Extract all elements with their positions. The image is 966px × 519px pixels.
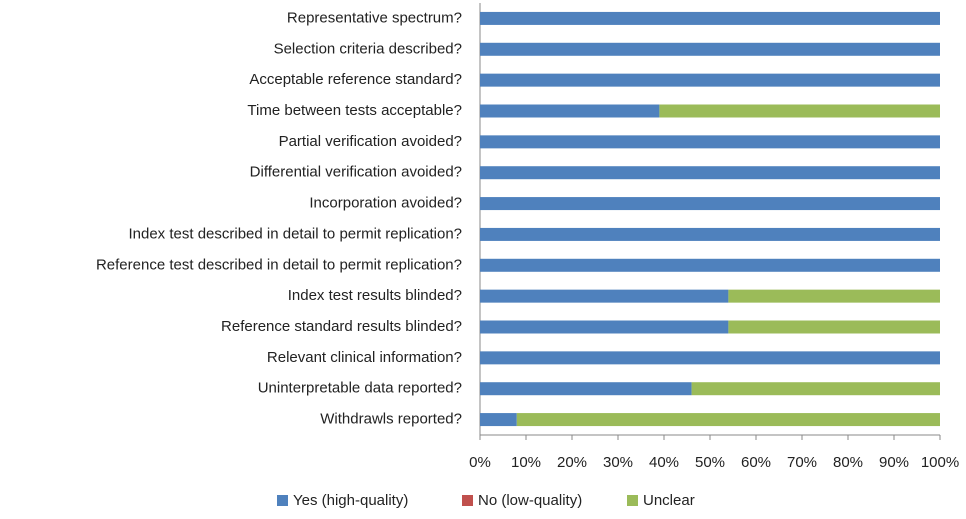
x-tick-label: 20%: [557, 454, 587, 471]
bar-segment: [480, 197, 940, 211]
x-tick-label: 70%: [787, 454, 817, 471]
bar-segment: [480, 351, 940, 365]
bar-segment: [480, 135, 940, 149]
y-tick-label: Partial verification avoided?: [279, 133, 462, 150]
bar-segment: [480, 320, 729, 334]
bar-segment: [480, 11, 940, 25]
y-tick-label: Index test results blinded?: [288, 287, 462, 304]
legend-label: Unclear: [643, 492, 695, 509]
x-tick-label: 50%: [695, 454, 725, 471]
bar-segment: [480, 258, 940, 272]
legend-label: Yes (high-quality): [293, 492, 408, 509]
bar-segment: [480, 166, 940, 180]
y-tick-label: Incorporation avoided?: [309, 195, 462, 212]
y-tick-label: Relevant clinical information?: [267, 349, 462, 366]
bar-segment: [480, 289, 729, 303]
x-tick-label: 90%: [879, 454, 909, 471]
bar-segment: [659, 104, 940, 118]
legend-label: No (low-quality): [478, 492, 582, 509]
legend-swatch: [627, 495, 638, 506]
bar-segment: [691, 382, 940, 396]
x-tick-label: 0%: [469, 454, 491, 471]
y-tick-label: Selection criteria described?: [274, 40, 462, 57]
bar-segment: [480, 413, 517, 427]
bar-segment: [516, 413, 940, 427]
legend-swatch: [277, 495, 288, 506]
x-tick-label: 10%: [511, 454, 541, 471]
y-tick-label: Withdrawls reported?: [320, 411, 462, 428]
x-tick-label: 100%: [921, 454, 959, 471]
bar-segment: [480, 227, 940, 241]
y-tick-label: Differential verification avoided?: [250, 164, 462, 181]
bar-segment: [480, 382, 692, 396]
y-tick-label: Reference standard results blinded?: [221, 318, 462, 335]
bar-segment: [728, 289, 940, 303]
legend-swatch: [462, 495, 473, 506]
x-tick-label: 80%: [833, 454, 863, 471]
y-tick-label: Uninterpretable data reported?: [258, 380, 462, 397]
y-tick-label: Acceptable reference standard?: [249, 71, 462, 88]
bar-segment: [480, 42, 940, 56]
y-tick-label: Representative spectrum?: [287, 9, 462, 26]
bar-segment: [480, 104, 660, 118]
x-tick-label: 30%: [603, 454, 633, 471]
x-tick-label: 60%: [741, 454, 771, 471]
y-tick-label: Time between tests acceptable?: [247, 102, 462, 119]
y-tick-label: Index test described in detail to permit…: [128, 225, 462, 242]
bar-segment: [728, 320, 940, 334]
bar-segment: [480, 73, 940, 87]
x-tick-label: 40%: [649, 454, 679, 471]
y-tick-label: Reference test described in detail to pe…: [96, 256, 462, 273]
